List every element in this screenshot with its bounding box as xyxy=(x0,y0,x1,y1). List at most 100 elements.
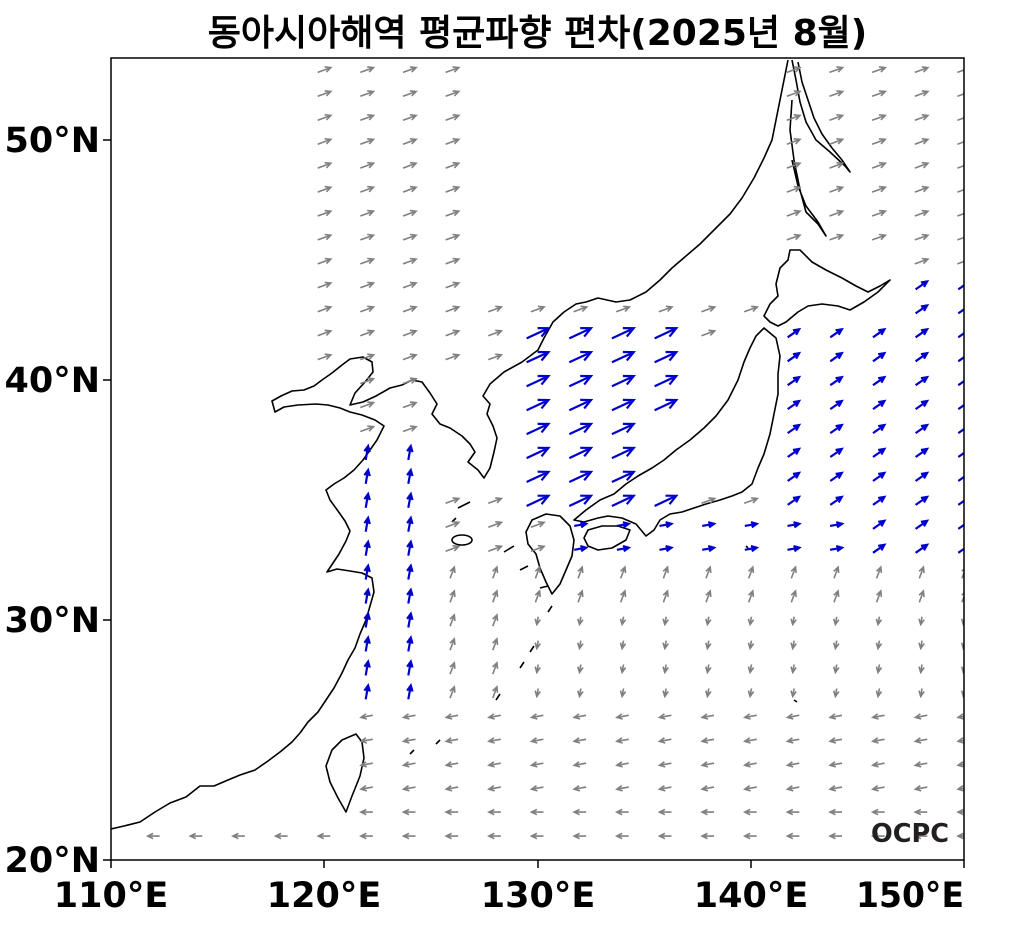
wave-direction-arrow xyxy=(828,761,843,768)
wave-direction-arrow xyxy=(872,351,887,363)
china-coastline xyxy=(111,59,789,830)
wave-direction-arrow xyxy=(700,737,715,744)
wave-direction-arrow xyxy=(568,422,594,436)
wave-direction-arrow xyxy=(526,470,551,483)
wave-direction-arrow xyxy=(406,683,414,700)
wave-direction-arrow xyxy=(317,90,333,98)
wave-direction-arrow xyxy=(914,114,930,121)
wave-direction-arrow xyxy=(317,161,333,169)
wave-direction-arrow xyxy=(611,350,637,364)
wave-direction-arrow xyxy=(700,713,715,720)
wave-direction-arrow xyxy=(829,495,844,506)
wave-direction-arrow xyxy=(913,713,928,720)
wave-direction-arrow xyxy=(488,305,504,313)
wave-direction-arrow xyxy=(619,565,627,579)
wave-direction-arrow xyxy=(700,832,715,840)
wave-direction-arrow xyxy=(957,377,964,387)
wave-direction-arrow xyxy=(449,637,456,651)
wave-direction-arrow xyxy=(914,495,930,506)
wave-direction-arrow xyxy=(574,545,589,553)
wave-direction-arrow xyxy=(657,808,672,816)
wave-direction-arrow xyxy=(445,353,461,361)
wave-direction-arrow xyxy=(363,539,371,556)
wave-direction-arrow xyxy=(619,688,627,699)
wave-direction-arrow xyxy=(534,589,541,603)
y-tick-label: 30°N xyxy=(5,601,101,641)
sakhalin-coastline xyxy=(789,59,851,237)
wave-direction-arrow xyxy=(402,377,418,385)
wave-direction-arrow xyxy=(829,209,845,217)
wave-direction-arrow xyxy=(914,375,930,387)
wave-direction-arrow xyxy=(577,589,584,603)
wave-direction-arrow xyxy=(785,713,800,720)
wave-direction-arrow xyxy=(790,640,797,651)
wave-direction-arrow xyxy=(615,761,629,768)
wave-direction-arrow xyxy=(317,138,333,145)
wave-direction-arrow xyxy=(785,737,800,744)
wave-direction-arrow xyxy=(787,351,802,363)
wave-direction-arrow xyxy=(657,737,672,744)
wave-direction-arrow xyxy=(870,737,885,744)
wave-direction-arrow xyxy=(956,832,964,840)
x-tick-label: 110°E xyxy=(54,876,168,916)
wave-direction-arrow xyxy=(747,616,755,627)
wave-direction-arrow xyxy=(662,640,669,651)
wave-direction-arrow xyxy=(742,832,757,840)
wave-direction-arrow xyxy=(530,521,546,528)
wave-direction-arrow xyxy=(360,377,376,385)
wave-direction-arrow xyxy=(662,589,669,603)
wave-direction-arrow xyxy=(747,565,755,579)
wave-direction-arrow xyxy=(488,353,504,361)
wave-direction-arrow xyxy=(705,589,712,603)
wave-direction-arrow xyxy=(530,305,546,313)
wave-direction-arrow xyxy=(654,398,679,412)
wave-direction-arrow xyxy=(445,161,461,169)
wave-direction-arrow xyxy=(957,260,964,265)
wave-direction-arrow xyxy=(914,519,930,530)
wave-direction-arrow xyxy=(401,737,416,744)
wave-direction-arrow xyxy=(957,424,964,435)
y-tick-label: 40°N xyxy=(5,361,101,401)
wave-direction-arrow xyxy=(619,664,627,675)
wave-direction-arrow xyxy=(828,808,842,816)
wave-direction-arrow xyxy=(568,374,594,388)
wave-direction-arrow xyxy=(787,471,802,482)
wave-direction-arrow xyxy=(317,305,333,313)
wave-direction-arrow xyxy=(402,90,418,98)
wave-direction-arrow xyxy=(875,616,883,627)
wave-direction-arrow xyxy=(705,616,712,627)
wave-direction-arrow xyxy=(787,447,802,458)
wave-direction-arrow xyxy=(872,495,887,506)
y-tick-label: 50°N xyxy=(5,121,101,161)
wave-direction-arrow xyxy=(445,138,461,145)
wave-direction-arrow xyxy=(742,785,757,792)
ryukyu-islands xyxy=(409,545,798,755)
wave-direction-arrow xyxy=(445,305,461,313)
wave-direction-arrow xyxy=(487,832,501,840)
wave-direction-arrow xyxy=(787,327,802,339)
wave-direction-arrow xyxy=(526,398,551,412)
wave-direction-arrow xyxy=(402,281,418,289)
taiwan-coastline xyxy=(325,733,365,813)
wave-direction-arrow xyxy=(790,616,797,627)
wave-direction-arrow xyxy=(961,568,964,579)
wave-direction-arrow xyxy=(611,494,637,507)
wave-direction-arrow xyxy=(529,737,544,744)
wave-direction-arrow xyxy=(913,785,928,792)
wave-direction-arrow xyxy=(957,472,964,482)
wave-direction-arrow xyxy=(829,66,845,74)
wave-direction-arrow xyxy=(359,761,373,768)
wave-direction-arrow xyxy=(787,375,802,387)
wave-direction-arrow xyxy=(577,616,584,627)
wave-direction-arrow xyxy=(957,164,964,169)
wave-direction-arrow xyxy=(611,398,637,412)
wave-direction-arrow xyxy=(662,688,669,699)
wave-direction-arrow xyxy=(360,281,376,289)
wave-direction-arrow xyxy=(956,785,964,792)
wave-direction-arrow xyxy=(913,832,928,840)
wave-direction-arrow xyxy=(702,545,717,553)
x-tick-label: 150°E xyxy=(856,876,964,916)
wave-direction-arrow xyxy=(572,761,587,768)
wave-direction-arrow xyxy=(619,640,627,651)
